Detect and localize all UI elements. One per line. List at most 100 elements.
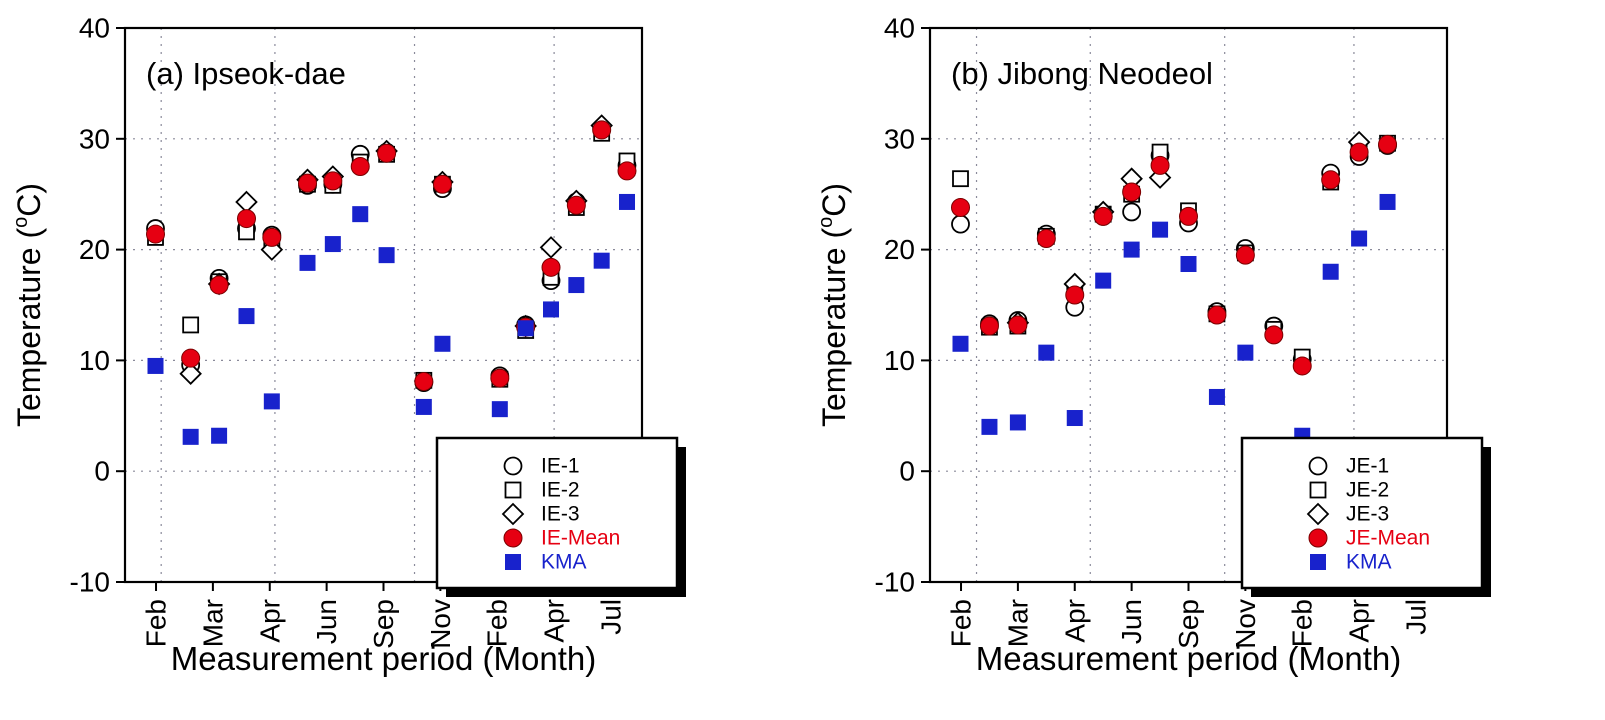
mean-circle-marker [1036,229,1056,249]
y-tick-label: 30 [884,123,915,154]
mean-circle-marker [503,528,523,548]
mean-circle-marker [236,209,256,229]
legend-label: JE-Mean [1346,527,1430,550]
kma-square-marker [1208,388,1225,405]
legend-label: IE-3 [541,503,580,526]
mean-circle-marker [1321,170,1341,190]
y-tick-label: -10 [70,567,110,598]
kma-square-marker [517,320,534,337]
series-IE-Mean [146,120,637,391]
x-tick-label: Apr [254,599,285,643]
kma-square-marker [1180,256,1197,273]
mean-circle-marker [377,143,397,163]
mean-circle-marker [350,157,370,176]
open-circle-marker [1308,456,1328,476]
kma-square-marker [1009,414,1026,431]
y-tick-label: 10 [884,345,915,376]
kma-square-marker [238,308,255,325]
x-tick-label: Sep [1173,599,1204,649]
x-tick-label: Apr [539,599,570,643]
legend-label: JE-2 [1346,479,1389,502]
kma-square-marker [1095,272,1112,289]
kma-square-marker [543,301,560,318]
y-tick-label: 20 [79,234,110,265]
mean-circle-marker [617,161,637,181]
mean-circle-marker [1008,315,1028,335]
mean-circle-marker [979,316,999,336]
open-diamond-marker [179,362,202,385]
mean-circle-marker [209,275,229,295]
kma-square-marker [491,401,508,418]
kma-square-marker [211,427,228,444]
open-circle-marker [951,214,970,234]
y-tick-label: 0 [94,456,110,487]
mean-circle-marker [298,173,318,193]
x-tick-label: Mar [1002,599,1033,647]
kma-square-marker [1351,230,1368,247]
mean-circle-marker [1308,528,1328,548]
mean-circle-marker [1179,206,1198,226]
x-tick-label: Apr [1344,599,1375,643]
kma-square-marker [1152,221,1169,238]
open-diamond-marker [501,502,525,526]
kma-square-marker [182,428,199,445]
series-JE-Mean [951,134,1398,376]
x-tick-label: Feb [141,599,172,647]
x-tick-label: Sep [368,599,399,649]
mean-circle-marker [1065,285,1085,305]
kma-square-marker [324,236,341,253]
open-diamond-marker [539,236,563,259]
kma-square-marker [434,335,451,352]
legend-box [1240,436,1484,590]
x-tick-label: Jul [595,599,626,635]
chart-b-jibong-neodeol: 40 30 20 10 0 -10 Feb Mar Apr Jun Sep Nov Feb Apr Jul (… [805,0,1605,720]
mean-circle-marker [432,174,452,194]
chart-a-ipseok-dae-plot: 40 30 20 10 0 -10 Feb Mar Apr Jun Sep Nov Feb Apr Jul (… [10,13,686,677]
series-KMA [147,193,636,445]
y-tick-label: -10 [875,567,915,598]
x-axis-title: Measurement period (Month) [976,640,1402,677]
mean-circle-marker [1207,305,1227,325]
legend-label: JE-3 [1346,503,1389,526]
y-tick-label: 0 [899,456,915,487]
kma-square-marker [1038,344,1055,361]
y-axis-title: Temperature (oC) [10,183,47,427]
kma-square-marker [263,393,280,410]
x-tick-label: Jun [1116,599,1147,644]
kma-square-marker [505,554,521,570]
y-tick-label: 20 [884,234,915,265]
mean-circle-marker [414,371,434,391]
kma-square-marker [352,206,369,223]
x-tick-label: Nov [1230,599,1261,649]
x-tick-label: Feb [482,599,513,647]
mean-circle-marker [146,224,166,244]
mean-circle-marker [262,227,282,247]
mean-circle-marker [1264,325,1284,345]
kma-square-marker [378,247,395,264]
kma-square-marker [1123,241,1140,258]
open-square-marker [1309,481,1327,499]
open-square-marker [952,170,969,188]
chart-b-jibong-neodeol-plot: 40 30 20 10 0 -10 Feb Mar Apr Jun Sep Nov Feb Apr Jul (… [815,13,1491,677]
x-tick-label: Mar [197,599,228,647]
legend-label: IE-1 [541,455,580,478]
x-tick-label: Jul [1400,599,1431,635]
x-axis-title: Measurement period (Month) [171,640,597,677]
series-JE-3 [1006,130,1371,335]
kma-square-marker [299,254,316,271]
y-tick-label: 30 [79,123,110,154]
kma-square-marker [593,252,610,269]
mean-circle-marker [566,195,586,215]
mean-circle-marker [1093,206,1113,226]
kma-square-marker [415,398,432,415]
mean-circle-marker [1122,182,1142,202]
y-axis-title: Temperature (oC) [815,183,852,427]
mean-circle-marker [1150,155,1170,175]
open-circle-marker [503,456,523,476]
x-tick-label: Apr [1059,599,1090,643]
y-tick-label: 40 [884,13,915,44]
kma-square-marker [1066,410,1083,427]
legend-label: KMA [1346,551,1392,574]
